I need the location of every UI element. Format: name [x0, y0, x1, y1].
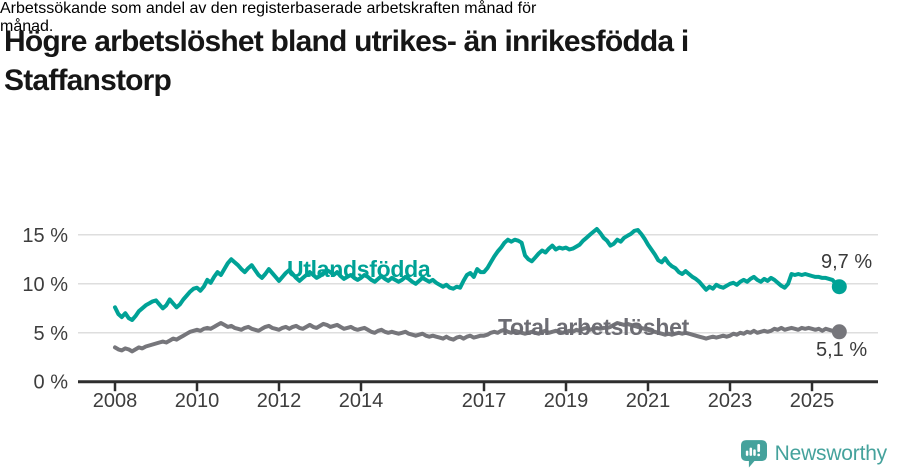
- series-line-0: [113, 227, 842, 322]
- exclamation-bar: [756, 443, 760, 452]
- x-tick-label: 2010: [175, 390, 220, 412]
- x-tick-label: 2014: [339, 390, 384, 412]
- newsworthy-brand: Newsworthy: [740, 439, 888, 469]
- chart-subtitle-line1: Arbetssökande som andel av den registerb…: [0, 0, 537, 17]
- series-line-1: [113, 321, 842, 354]
- exclamation-dot: [756, 453, 760, 457]
- series-label-total-arbetsloshet: Total arbetslöshet: [498, 314, 689, 340]
- page-title-line1: Högre arbetslöshet bland utrikes- än inr…: [4, 25, 689, 59]
- x-tick-label: 2021: [626, 390, 671, 412]
- x-tick-label: 2017: [462, 390, 507, 412]
- y-tick-label: 5 %: [34, 323, 69, 345]
- newsworthy-logo-icon: [740, 440, 767, 468]
- x-tick-label: 2008: [93, 390, 138, 412]
- end-value-label-utlandsfodda: 9,7 %: [821, 251, 873, 273]
- series-end-dot-1: [831, 324, 847, 340]
- bar-chart-glyph: [745, 443, 760, 457]
- series-end-dot-0: [831, 279, 847, 295]
- chart-subtitle-line2: månad.: [0, 18, 54, 35]
- series-label-utlandsfodda: Utlandsfödda: [287, 256, 431, 282]
- x-tick-label: 2019: [544, 390, 589, 412]
- page-title-line2: Staffanstorp: [4, 64, 172, 98]
- end-value-label-total: 5,1 %: [816, 339, 868, 361]
- x-tick-label: 2023: [708, 390, 753, 412]
- y-tick-label: 15 %: [22, 225, 68, 247]
- y-tick-label: 0 %: [34, 372, 69, 394]
- y-tick-label: 10 %: [22, 274, 68, 296]
- newsworthy-wordmark: Newsworthy: [774, 442, 888, 465]
- x-tick-label: 2012: [257, 390, 302, 412]
- page-title: Högre arbetslöshet bland utrikes- än inr…: [4, 22, 890, 100]
- x-tick-label: 2025: [790, 390, 835, 412]
